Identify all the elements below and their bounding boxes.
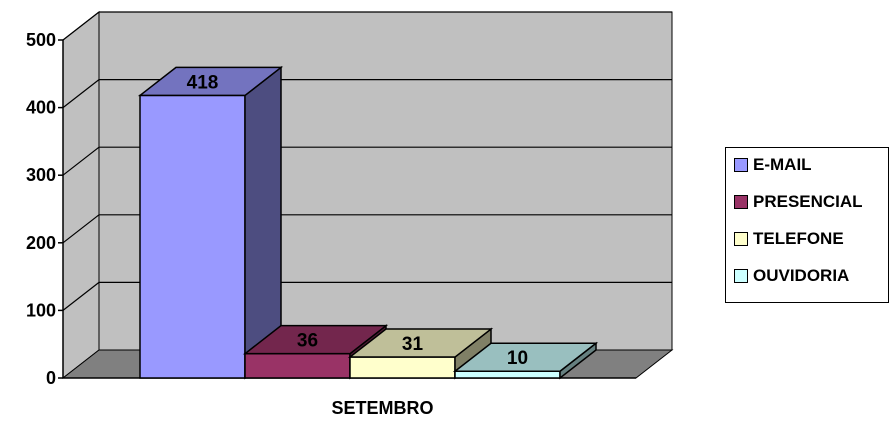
data-label-e-mail: 418 — [187, 72, 219, 93]
y-tick-label: 100 — [26, 300, 56, 320]
legend-item-e-mail: E-MAIL — [734, 154, 812, 176]
legend-swatch — [734, 195, 748, 209]
legend: E-MAIL PRESENCIAL TELEFONE OUVIDORIA — [725, 147, 889, 303]
data-label-telefone: 31 — [402, 334, 424, 355]
legend-item-presencial: PRESENCIAL — [734, 191, 863, 213]
bar-top-e-mail — [137, 66, 284, 97]
bar-ouvidoria — [454, 370, 561, 379]
legend-swatch — [734, 232, 748, 246]
gridline-side — [62, 146, 100, 176]
legend-swatch — [734, 269, 748, 283]
side-wall — [62, 10, 100, 380]
bar-top-presencial — [242, 324, 389, 355]
legend-label: TELEFONE — [753, 229, 844, 248]
legend-label: E-MAIL — [753, 155, 812, 174]
bar-telefone — [349, 356, 456, 379]
legend-item-ouvidoria: OUVIDORIA — [734, 265, 849, 287]
y-tick-label: 0 — [46, 368, 56, 388]
gridline-side — [62, 281, 100, 311]
y-tick-label: 500 — [26, 30, 56, 50]
legend-label: OUVIDORIA — [753, 266, 850, 285]
bar-presencial — [244, 352, 351, 379]
gridline-side — [62, 11, 100, 41]
legend-swatch — [734, 158, 748, 172]
x-category-label: SETEMBRO — [331, 398, 433, 418]
bar-top-telefone — [347, 328, 494, 358]
y-tick-label: 200 — [26, 233, 56, 253]
legend-label: PRESENCIAL — [753, 192, 863, 211]
data-label-ouvidoria: 10 — [507, 348, 528, 369]
y-tick-label: 400 — [26, 98, 56, 118]
y-tick-label: 300 — [26, 165, 56, 185]
legend-item-telefone: TELEFONE — [734, 228, 844, 250]
gridline-side — [62, 79, 100, 109]
bar-e-mail — [139, 94, 246, 379]
bar-top-ouvidoria — [452, 342, 599, 372]
gridline-side — [62, 214, 100, 244]
data-label-presencial: 36 — [297, 331, 318, 352]
